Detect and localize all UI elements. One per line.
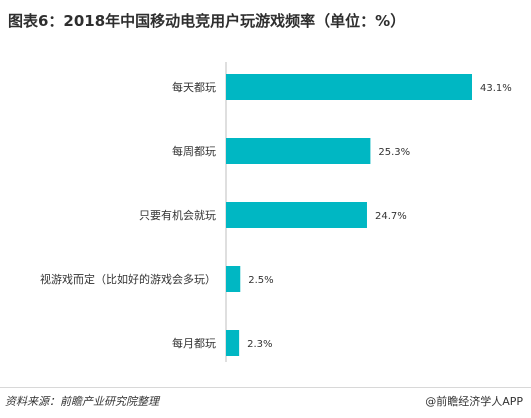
bar (226, 138, 371, 164)
bar (226, 74, 472, 100)
category-label: 视游戏而定（比如好的游戏会多玩） (40, 272, 216, 286)
category-label: 每月都玩 (172, 336, 216, 350)
data-label: 2.5% (248, 275, 273, 286)
data-label: 43.1% (480, 83, 512, 94)
category-label: 只要有机会就玩 (139, 208, 216, 222)
footer-divider (0, 387, 531, 388)
chart-title: 图表6：2018年中国移动电竞用户玩游戏频率（单位：%） (8, 12, 406, 30)
data-label: 24.7% (375, 211, 407, 222)
credit-note: @前瞻经济学人APP (425, 395, 523, 408)
bar (226, 330, 240, 356)
bar (226, 266, 241, 292)
category-label: 每周都玩 (172, 144, 216, 158)
category-label: 每天都玩 (172, 80, 216, 94)
bar-chart: 每天都玩 43.1% 每周都玩 25.3% 只要有机会就玩 24.7% 视游戏而定（比如好的… (40, 62, 512, 362)
data-label: 25.3% (378, 147, 410, 158)
bar (226, 202, 367, 228)
data-label: 2.3% (247, 339, 272, 350)
source-note: 资料来源：前瞻产业研究院整理 (5, 395, 159, 408)
